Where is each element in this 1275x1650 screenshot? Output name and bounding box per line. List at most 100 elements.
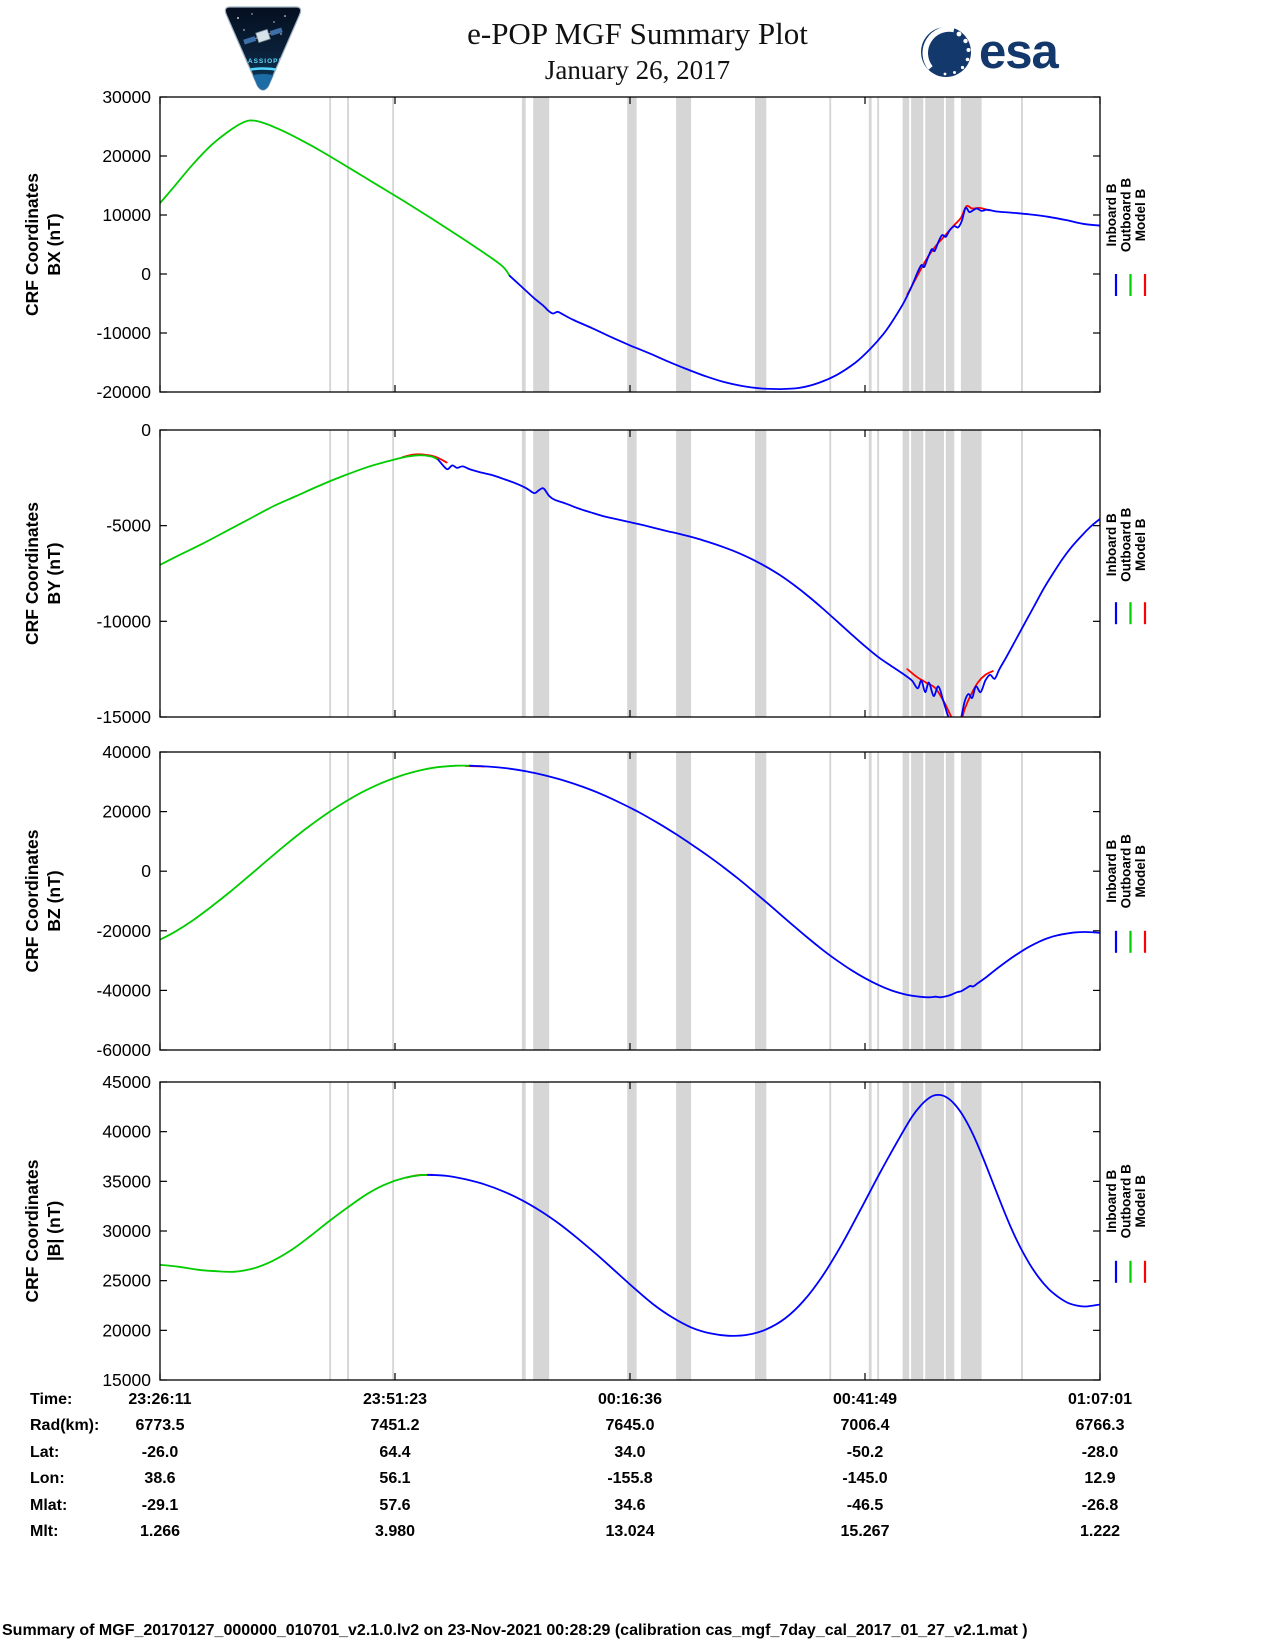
data-gap-band: [902, 430, 910, 717]
esa-wordmark: esa: [979, 24, 1059, 79]
legend-label: Model B: [1133, 845, 1148, 898]
y-axis-label-coordinates: CRF Coordinates: [22, 173, 42, 316]
data-gap-band: [329, 1082, 332, 1380]
ephemeris-value: 7451.2: [370, 1417, 420, 1435]
ephemeris-row-label: Mlat:: [30, 1496, 68, 1514]
legend-label: Outboard B: [1119, 1164, 1134, 1238]
y-tick-label: 10000: [102, 205, 151, 225]
ephemeris-row-radkm: Rad(km): 6773.5 7451.2 7645.0 7006.4 6766.3: [0, 1417, 1275, 1441]
y-tick-label: 0: [141, 264, 151, 284]
ephemeris-value: 01:07:01: [1067, 1391, 1133, 1408]
ephemeris-value: 34.0: [614, 1443, 646, 1461]
cassiope-wordmark: CASSIOPE: [242, 58, 284, 65]
data-gap-band: [392, 430, 395, 717]
ephemeris-value: 00:41:49: [832, 1391, 898, 1408]
inboard-b-line: [469, 764, 1100, 999]
data-gap-band: [877, 752, 880, 1050]
data-gap-band: [329, 430, 332, 717]
ephemeris-value: 1.266: [139, 1523, 181, 1540]
cassiope-mission-logo: CASSIOPE: [224, 6, 302, 91]
data-gap-band: [627, 97, 637, 392]
ephemeris-row-mlat: Mlat: -29.1 57.6 34.6 -46.5 -26.8: [0, 1497, 1275, 1521]
ephemeris-value: 23:26:11: [128, 1391, 192, 1408]
data-gap-band: [676, 430, 692, 717]
data-gap-band: [829, 752, 832, 1050]
data-gap-band: [877, 430, 880, 717]
ephemeris-value: -28.0: [1081, 1443, 1119, 1461]
data-gap-band: [945, 97, 955, 392]
data-gap-band: [902, 97, 910, 392]
model-b-line: [906, 204, 990, 296]
inboard-b-line: [437, 458, 1100, 717]
ephemeris-value: 15.267: [840, 1523, 890, 1540]
data-gap-band: [925, 97, 944, 392]
y-tick-label: 25000: [102, 1271, 151, 1291]
y-tick-label: 0: [141, 861, 151, 881]
ephemeris-row-mlt: Mlt: 1.266 3.980 13.024 15.267 1.222: [0, 1523, 1275, 1547]
ephemeris-value: 23:51:23: [362, 1391, 428, 1408]
data-gap-band: [521, 752, 526, 1050]
y-tick-label: 20000: [102, 146, 151, 166]
y-tick-label: 20000: [102, 802, 151, 822]
y-tick-label: 15000: [102, 1370, 151, 1390]
y-tick-label: -5000: [106, 516, 151, 536]
data-gap-band: [347, 430, 349, 717]
data-gap-band: [329, 97, 332, 392]
data-gap-band: [627, 1082, 637, 1380]
data-gap-band: [521, 430, 526, 717]
data-gap-band: [877, 1082, 880, 1380]
ephemeris-value: 3.980: [374, 1523, 416, 1540]
legend-label: Model B: [1133, 189, 1148, 242]
y-tick-label: 35000: [102, 1171, 151, 1191]
data-gap-band: [676, 97, 692, 392]
data-gap-band: [676, 752, 692, 1050]
page-date: January 26, 2017: [544, 55, 731, 85]
ephemeris-value: 6766.3: [1075, 1417, 1125, 1435]
data-gap-band: [347, 97, 349, 392]
ephemeris-value: -26.8: [1081, 1496, 1119, 1514]
data-gap-band: [755, 430, 767, 717]
model-b-line: [906, 668, 994, 717]
data-gap-band: [521, 97, 526, 392]
data-gap-band: [329, 752, 332, 1050]
data-gap-band: [868, 752, 872, 1050]
ephemeris-value: 38.6: [144, 1470, 176, 1488]
page-title: e-POP MGF Summary Plot: [467, 16, 808, 51]
data-gap-band: [925, 752, 944, 1050]
ephemeris-value: 57.6: [379, 1496, 411, 1514]
esa-logo: esa: [920, 24, 1059, 79]
ephemeris-value: -26.0: [141, 1443, 179, 1461]
ephemeris-row-lon: Lon: 38.6 56.1 -155.8 -145.0 12.9: [0, 1470, 1275, 1494]
data-gap-band: [829, 97, 832, 392]
y-axis-label-coordinates: CRF Coordinates: [22, 829, 42, 972]
footer-note: Summary of MGF_20170127_000000_010701_v2…: [2, 1622, 1028, 1639]
data-gap-band: [1021, 1082, 1023, 1380]
panel-by-series: [160, 453, 1100, 717]
outboard-b-line: [160, 119, 511, 277]
outboard-b-line: [160, 1174, 429, 1273]
y-tick-label: -20000: [97, 921, 152, 941]
data-gap-band: [347, 752, 349, 1050]
ephemeris-row-label: Time:: [30, 1391, 73, 1408]
data-gap-band: [1021, 430, 1023, 717]
ephemeris-row-label: Mlt:: [30, 1523, 59, 1540]
data-gap-band: [533, 752, 550, 1050]
data-gap-band: [533, 97, 550, 392]
ephemeris-value: 1.222: [1079, 1523, 1121, 1540]
data-gap-band: [521, 1082, 526, 1380]
ephemeris-value: 7645.0: [605, 1417, 655, 1435]
data-gap-band: [960, 1082, 982, 1380]
data-gap-band: [829, 1082, 832, 1380]
ephemeris-value: 7006.4: [840, 1417, 890, 1435]
y-tick-label: -10000: [97, 323, 152, 343]
esa-emblem-icon: [921, 26, 971, 77]
y-tick-label: 45000: [102, 1072, 151, 1092]
y-tick-label: -60000: [97, 1040, 152, 1060]
ephemeris-value: 64.4: [379, 1443, 411, 1461]
panel-bx-series: [160, 119, 1100, 390]
y-tick-label: -10000: [97, 611, 152, 631]
data-gap-band: [911, 1082, 924, 1380]
data-gap-band: [960, 97, 982, 392]
